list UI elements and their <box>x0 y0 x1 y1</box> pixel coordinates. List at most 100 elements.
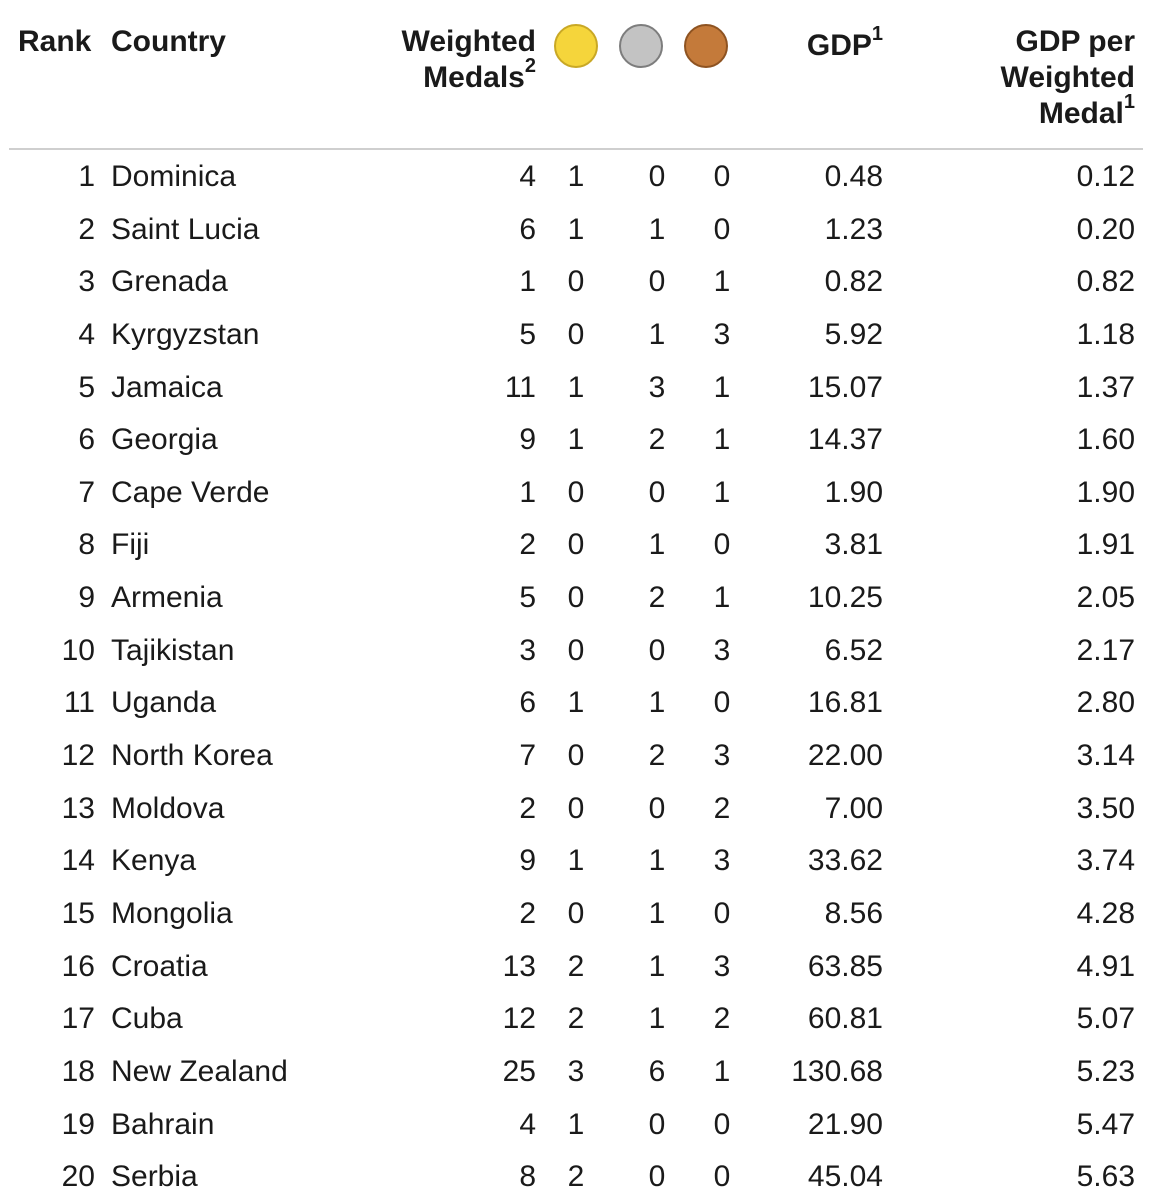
weighted-medals-cell: 4 <box>519 160 536 193</box>
gold-count-cell: 0 <box>567 633 585 667</box>
bronze-count-cell: 0 <box>713 528 731 562</box>
weighted-medals-cell: 7 <box>519 739 536 773</box>
rank-cell: 3 <box>78 265 95 299</box>
rank-cell: 5 <box>78 370 95 404</box>
silver-count-cell: 0 <box>648 265 666 299</box>
gdp-cell: 21.90 <box>807 1107 883 1141</box>
gdp-per-medal-cell: 3.14 <box>1076 739 1135 773</box>
gdp-per-header-text: Medal <box>1038 97 1124 130</box>
gdp-cell: 5.92 <box>824 317 883 351</box>
silver-count-cell: 0 <box>648 160 666 193</box>
silver-count-cell: 2 <box>648 423 666 457</box>
gold-count-cell: 1 <box>567 686 585 720</box>
weighted-medals-header-text: Medals <box>423 61 525 94</box>
rank-column-header: Rank <box>18 25 92 58</box>
gdp-cell: 60.81 <box>807 1002 883 1036</box>
weighted-medals-cell: 1 <box>519 475 536 509</box>
silver-count-cell: 1 <box>648 1002 666 1036</box>
rank-cell: 6 <box>78 423 95 457</box>
bronze-count-cell: 1 <box>713 581 731 615</box>
rank-cell: 19 <box>61 1107 95 1141</box>
country-cell: Croatia <box>111 949 208 983</box>
gdp-header-text: GDP <box>806 29 872 62</box>
country-cell: Saint Lucia <box>111 212 260 246</box>
gdp-per-header-line1: GDP per <box>1015 25 1136 58</box>
gdp-per-medal-cell: 1.90 <box>1076 475 1135 509</box>
gdp-per-medal-cell: 1.60 <box>1076 423 1135 457</box>
gold-count-cell: 3 <box>567 1054 585 1088</box>
rank-cell: 10 <box>61 633 95 667</box>
rank-cell: 4 <box>78 317 95 351</box>
table-row: 6 Georgia 9 1 2 1 14.37 1.60 <box>0 413 1159 466</box>
rank-cell: 9 <box>78 581 95 615</box>
silver-count-cell: 1 <box>648 212 666 246</box>
table-row: 10 Tajikistan 3 0 0 3 6.52 2.17 <box>0 624 1159 677</box>
weighted-medals-cell: 6 <box>519 686 536 720</box>
gold-count-cell: 0 <box>567 265 585 299</box>
silver-count-cell: 0 <box>648 475 666 509</box>
silver-count-cell: 1 <box>648 896 666 930</box>
gdp-per-weighted-medal-column-header: GDP per Weighted Medal1 <box>1001 24 1135 132</box>
gdp-cell: 0.82 <box>824 265 883 299</box>
gdp-per-medal-cell: 0.20 <box>1076 212 1135 246</box>
weighted-medals-cell: 25 <box>502 1054 536 1088</box>
silver-count-cell: 1 <box>648 317 666 351</box>
bronze-count-cell: 1 <box>713 265 731 299</box>
bronze-count-cell: 3 <box>713 317 731 351</box>
gold-count-cell: 0 <box>567 317 585 351</box>
bronze-count-cell: 0 <box>713 896 731 930</box>
silver-count-cell: 3 <box>648 370 666 404</box>
rank-cell: 1 <box>78 160 95 193</box>
table-row: 4 Kyrgyzstan 5 0 1 3 5.92 1.18 <box>0 308 1159 361</box>
gdp-cell: 1.23 <box>824 212 883 246</box>
country-cell: Cape Verde <box>111 475 270 509</box>
table-row: 9 Armenia 5 0 2 1 10.25 2.05 <box>0 571 1159 624</box>
gdp-per-medal-cell: 5.63 <box>1076 1160 1135 1194</box>
bronze-count-cell: 1 <box>713 370 731 404</box>
silver-count-cell: 0 <box>648 1107 666 1141</box>
country-cell: North Korea <box>111 739 273 773</box>
table-row: 5 Jamaica 11 1 3 1 15.07 1.37 <box>0 361 1159 414</box>
weighted-medals-cell: 6 <box>519 212 536 246</box>
gdp-cell: 22.00 <box>807 739 883 773</box>
weighted-medals-cell: 2 <box>519 528 536 562</box>
country-column-header: Country <box>111 25 226 58</box>
bronze-count-cell: 0 <box>713 1160 731 1194</box>
table-row: 11 Uganda 6 1 1 0 16.81 2.80 <box>0 676 1159 729</box>
gdp-cell: 15.07 <box>807 370 883 404</box>
weighted-medals-cell: 5 <box>519 581 536 615</box>
gdp-cell: 3.81 <box>824 528 883 562</box>
rank-cell: 13 <box>61 791 95 825</box>
gdp-per-medal-cell: 4.28 <box>1076 896 1135 930</box>
country-cell: Armenia <box>111 581 223 615</box>
gdp-cell: 63.85 <box>807 949 883 983</box>
gold-count-cell: 1 <box>567 844 585 878</box>
weighted-medals-cell: 9 <box>519 844 536 878</box>
gold-count-cell: 2 <box>567 1160 585 1194</box>
weighted-medals-cell: 11 <box>504 370 536 404</box>
weighted-medals-header-line1: Weighted <box>401 25 536 58</box>
bronze-count-cell: 3 <box>713 844 731 878</box>
gdp-cell: 14.37 <box>807 423 883 457</box>
silver-count-cell: 1 <box>648 844 666 878</box>
gold-count-cell: 0 <box>567 739 585 773</box>
table-row: 8 Fiji 2 0 1 0 3.81 1.91 <box>0 518 1159 571</box>
bronze-count-cell: 0 <box>713 160 731 193</box>
bronze-count-cell: 2 <box>713 1002 731 1036</box>
gdp-footnote-marker: 1 <box>871 23 883 45</box>
bronze-count-cell: 1 <box>713 423 731 457</box>
bronze-medal-icon <box>684 24 728 68</box>
gold-count-cell: 1 <box>567 160 585 193</box>
gdp-per-medal-cell: 5.23 <box>1076 1054 1135 1088</box>
country-cell: Kyrgyzstan <box>111 317 260 351</box>
gdp-per-medal-cell: 4.91 <box>1076 949 1135 983</box>
gdp-per-medal-cell: 5.47 <box>1076 1107 1135 1141</box>
gold-count-cell: 1 <box>567 212 585 246</box>
header-divider <box>9 148 1143 150</box>
gdp-cell: 10.25 <box>807 581 883 615</box>
table-row: 15 Mongolia 2 0 1 0 8.56 4.28 <box>0 887 1159 940</box>
gdp-per-medal-cell: 2.17 <box>1076 633 1135 667</box>
weighted-medals-cell: 5 <box>519 317 536 351</box>
weighted-medals-cell: 9 <box>519 423 536 457</box>
weighted-medals-cell: 12 <box>502 1002 536 1036</box>
